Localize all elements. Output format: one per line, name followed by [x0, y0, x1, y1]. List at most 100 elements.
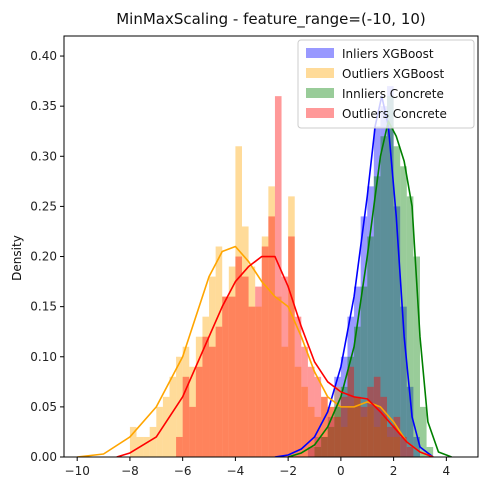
histogram-bar: [314, 376, 322, 457]
histogram-bar: [380, 396, 388, 457]
histogram-bar: [393, 146, 401, 457]
histogram-bar: [400, 166, 407, 457]
histogram-bar: [202, 336, 210, 457]
histogram-bar: [327, 406, 335, 457]
y-tick-label: 0.35: [30, 99, 57, 113]
histogram-bar: [209, 276, 216, 457]
histogram-bar: [380, 136, 388, 457]
histogram-bar: [307, 446, 315, 457]
histogram-bar: [314, 446, 322, 457]
legend-label: Outliers Concrete: [342, 107, 447, 121]
histogram-bar: [288, 196, 295, 457]
histogram-bar: [301, 386, 308, 457]
x-tick-label: −4: [227, 464, 245, 478]
histogram-bar: [340, 426, 348, 457]
histogram-bar: [268, 216, 275, 457]
legend: Inliers XGBoost Outliers XGBoost Innliers …: [297, 39, 475, 129]
histogram-bar: [334, 376, 341, 457]
histogram-bar: [182, 346, 190, 457]
legend-item: Innliers Concrete: [306, 87, 444, 101]
histogram-bar: [288, 236, 295, 457]
y-tick-label: 0.25: [30, 199, 57, 213]
histogram-bar: [195, 336, 203, 457]
histogram-bar: [426, 446, 434, 457]
legend-item: Inliers XGBoost: [306, 47, 434, 61]
plot-content: [77, 86, 452, 457]
legend-label: Innliers Concrete: [342, 87, 444, 101]
y-tick-label: 0.40: [30, 49, 57, 63]
histogram-bar: [354, 396, 361, 457]
y-axis: 0.00 0.05 0.10 0.15 0.20 0.25 0.30 0.35 0.40: [30, 49, 64, 464]
histogram-bar: [373, 426, 381, 457]
histogram-bar: [373, 176, 381, 457]
histogram-bar: [354, 286, 361, 457]
histogram-bar: [321, 436, 328, 457]
histogram-bar: [169, 376, 177, 457]
series-bars-0: [307, 86, 420, 457]
histogram-bar: [400, 436, 407, 457]
histogram-bar: [340, 396, 348, 457]
histogram-bar: [367, 186, 374, 457]
histogram-bar: [327, 406, 335, 457]
histogram-bar: [393, 206, 401, 457]
legend-box: [297, 39, 475, 129]
histogram-bar: [294, 366, 302, 457]
histogram-bar: [248, 306, 256, 457]
histogram-bar: [327, 416, 335, 457]
histogram-bar: [373, 126, 381, 457]
histogram-bar: [189, 406, 196, 457]
histogram-bar: [321, 436, 328, 457]
histogram-bar: [228, 266, 236, 457]
histogram-bar: [354, 396, 361, 457]
histogram-bar: [393, 416, 401, 457]
histogram-bar: [176, 436, 183, 457]
histogram-bar: [235, 256, 242, 457]
histogram-bar: [387, 96, 394, 457]
y-tick-label: 0.30: [30, 149, 57, 163]
histogram-bar: [255, 286, 262, 457]
series-bars-3: [176, 96, 414, 457]
kde-line-3: [116, 255, 434, 457]
plot-area: [63, 35, 479, 458]
histogram-bar: [195, 366, 203, 457]
x-tick-label: −10: [65, 464, 90, 478]
histogram-bar: [215, 246, 223, 457]
histogram-bar: [281, 346, 289, 457]
x-tick-label: −8: [121, 464, 139, 478]
histogram-bar: [129, 426, 137, 457]
histogram-bar: [307, 406, 315, 457]
histogram-bar: [360, 286, 368, 457]
histogram-bar: [228, 296, 236, 457]
x-tick-label: 0: [337, 464, 345, 478]
legend-item: Outliers Concrete: [306, 107, 447, 121]
histogram-bar: [400, 306, 407, 457]
y-tick-label: 0.05: [30, 400, 57, 414]
y-tick-label: 0.15: [30, 300, 57, 314]
histogram-bar: [321, 396, 328, 457]
x-tick-label: 4: [443, 464, 451, 478]
histogram-bar: [274, 96, 282, 457]
histogram-bar: [268, 186, 275, 457]
histogram-bar: [248, 266, 256, 457]
histogram-bar: [413, 436, 420, 457]
kde-line-1: [77, 245, 434, 457]
legend-swatch: [306, 108, 334, 118]
histogram-bar: [202, 316, 210, 457]
histogram-bar: [340, 386, 348, 457]
histogram-bar: [347, 366, 355, 457]
histogram-bar: [360, 406, 368, 457]
histogram-bar: [406, 196, 414, 457]
histogram-bar: [294, 316, 302, 457]
histogram-bar: [380, 416, 388, 457]
x-axis: −10 −8 −6 −4 −2 0 2 4: [65, 457, 451, 478]
histogram-bar: [347, 406, 355, 457]
x-tick-label: −6: [174, 464, 192, 478]
legend-label: Inliers XGBoost: [342, 47, 434, 61]
histogram-bar: [406, 386, 414, 457]
histogram-bar: [387, 436, 394, 457]
histogram-bar: [215, 326, 223, 457]
histogram-bar: [419, 406, 427, 457]
histogram-bar: [307, 366, 315, 457]
histogram-bar: [413, 256, 420, 457]
